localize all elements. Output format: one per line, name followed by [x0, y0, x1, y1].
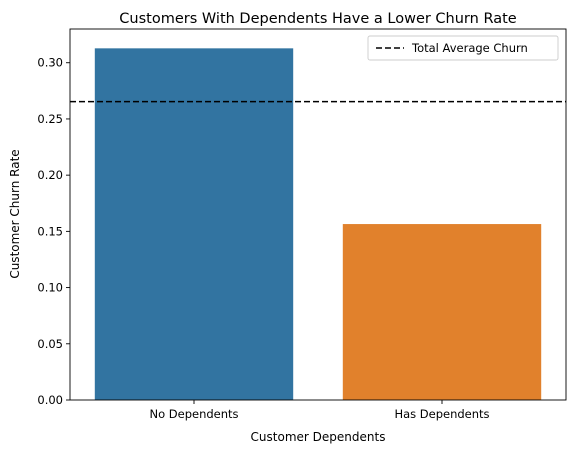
y-tick-label: 0.00	[37, 393, 63, 407]
x-tick-label: No Dependents	[149, 407, 238, 421]
x-axis-ticks: No Dependents Has Dependents	[149, 400, 490, 421]
bar-has-dependents	[342, 224, 542, 400]
y-tick-label: 0.15	[37, 224, 63, 238]
bar-no-dependents	[94, 48, 294, 400]
bars-group	[94, 48, 542, 400]
y-tick-label: 0.30	[37, 56, 63, 70]
y-tick-label: 0.05	[37, 337, 63, 351]
legend: Total Average Churn	[367, 35, 559, 61]
y-axis-label: Customer Churn Rate	[8, 149, 22, 278]
x-tick-label: Has Dependents	[394, 407, 489, 421]
plot-frame	[69, 28, 567, 401]
x-axis-label: Customer Dependents	[251, 430, 386, 444]
legend-box	[367, 35, 559, 61]
y-tick-label: 0.25	[37, 112, 63, 126]
chart-title: Customers With Dependents Have a Lower C…	[119, 11, 516, 27]
y-axis-ticks: 0.00 0.05 0.10 0.15 0.20 0.25 0.30	[37, 56, 70, 407]
y-tick-label: 0.10	[37, 281, 63, 295]
y-tick-label: 0.20	[37, 168, 63, 182]
legend-label-total-average-churn: Total Average Churn	[411, 41, 528, 55]
